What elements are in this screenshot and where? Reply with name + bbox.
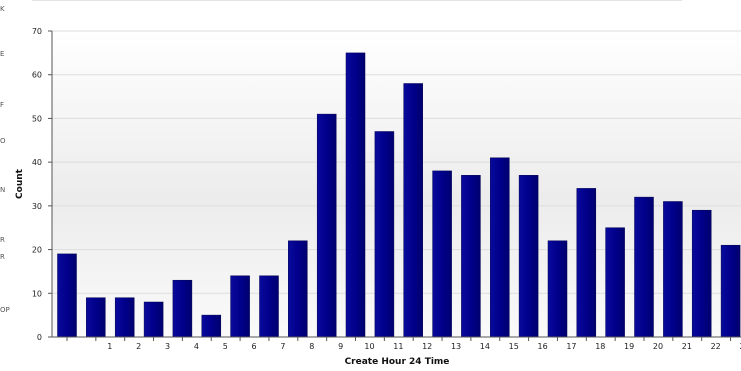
- x-tick-label: 15: [509, 342, 519, 351]
- cutoff-label: R: [0, 253, 5, 261]
- x-axis-ticks: 1234567891011121314151617181920212223: [66, 337, 741, 351]
- bar-hour-16: [518, 175, 539, 338]
- x-tick-label: 21: [682, 342, 692, 351]
- bar-hour-4: [172, 279, 193, 338]
- x-tick-label: 9: [338, 342, 343, 351]
- x-tick-label: 10: [364, 342, 374, 351]
- bars: [57, 52, 741, 338]
- bar-hour-21: [663, 201, 683, 338]
- bar-hour-5: [201, 314, 222, 338]
- x-tick-label: 6: [252, 342, 257, 351]
- x-tick-label: 4: [194, 342, 199, 351]
- y-tick-label: 30: [32, 202, 42, 211]
- bar-hour-7: [259, 275, 279, 338]
- bar-hour-15: [490, 157, 510, 338]
- x-tick-label: 17: [566, 342, 576, 351]
- bar-hour-14: [461, 175, 481, 338]
- y-tick-label: 70: [32, 27, 42, 36]
- bar-hour-23: [720, 244, 741, 338]
- x-tick-label: 19: [624, 342, 634, 351]
- cutoff-label: N: [0, 186, 6, 194]
- cutoff-label: OP: [0, 306, 10, 314]
- cutoff-label: R: [0, 236, 5, 244]
- y-tick-label: 10: [32, 289, 42, 298]
- bar-hour-0: [57, 253, 77, 338]
- y-axis-title: Count: [15, 168, 25, 199]
- x-tick-label: 2: [136, 342, 141, 351]
- x-tick-label: 3: [165, 342, 170, 351]
- cutoff-label: F: [0, 101, 5, 109]
- cutoff-label: E: [0, 50, 5, 58]
- x-tick-label: 18: [595, 342, 605, 351]
- bar-hour-10: [345, 52, 366, 338]
- x-tick-label: 7: [280, 342, 285, 351]
- x-tick-label: 20: [653, 342, 663, 351]
- x-tick-label: 1: [107, 342, 112, 351]
- y-tick-label: 40: [32, 158, 42, 167]
- x-tick-label: 22: [711, 342, 721, 351]
- x-axis-title: Create Hour 24 Time: [345, 357, 450, 367]
- bar-hour-11: [374, 131, 395, 338]
- x-tick-label: 5: [223, 342, 228, 351]
- x-tick-label: 11: [393, 342, 403, 351]
- bar-hour-6: [230, 275, 250, 338]
- y-tick-label: 20: [32, 246, 42, 255]
- plot-area: [52, 31, 741, 337]
- y-axis-ticks: 0 10 20 30 40 50 60 70: [32, 27, 52, 342]
- top-divider: [32, 0, 682, 1]
- x-tick-label: 23: [739, 342, 741, 351]
- bar-hour-12: [403, 83, 423, 338]
- left-panel-cutoff-labels: K E F O N R R OP: [0, 0, 12, 371]
- cutoff-label: K: [0, 5, 5, 13]
- bar-hour-8: [288, 240, 308, 338]
- bar-hour-17: [547, 240, 568, 338]
- bar-hour-1: [86, 297, 106, 338]
- bar-hour-9: [316, 113, 337, 338]
- bar-hour-2: [114, 297, 135, 338]
- gridlines: [52, 30, 741, 294]
- y-tick-label: 0: [37, 333, 42, 342]
- bar-hour-3: [143, 301, 164, 338]
- bar-hour-18: [576, 188, 597, 338]
- bar-hour-13: [432, 170, 452, 338]
- x-tick-label: 12: [422, 342, 432, 351]
- bar-hour-20: [634, 196, 654, 338]
- y-tick-label: 50: [32, 114, 42, 123]
- x-tick-label: 14: [480, 342, 490, 351]
- x-tick-label: 16: [538, 342, 548, 351]
- bar-hour-19: [605, 227, 625, 338]
- x-tick-label: 13: [451, 342, 461, 351]
- cutoff-label: O: [0, 137, 6, 145]
- bar-hour-22: [691, 209, 712, 338]
- x-tick-label: 8: [309, 342, 314, 351]
- y-tick-label: 60: [32, 71, 42, 80]
